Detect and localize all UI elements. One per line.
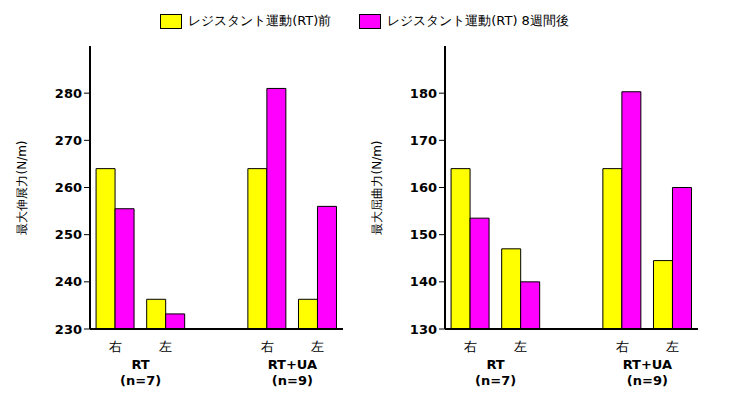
- svg-text:RT+UA: RT+UA: [268, 357, 317, 372]
- svg-text:左: 左: [159, 339, 172, 354]
- svg-text:(n=9): (n=9): [627, 373, 668, 388]
- svg-text:右: 右: [464, 339, 477, 354]
- svg-text:(n=7): (n=7): [120, 373, 161, 388]
- html-text:レジスタント運動(RT)前: レジスタント運動(RT)前: [188, 13, 332, 28]
- svg-text:(n=9): (n=9): [272, 373, 313, 388]
- svg-text:180: 180: [410, 86, 437, 101]
- svg-text:RT+UA: RT+UA: [623, 357, 672, 372]
- svg-text:最大伸展力(N/m): 最大伸展力(N/m): [15, 140, 29, 234]
- svg-text:(n=7): (n=7): [475, 373, 516, 388]
- svg-text:280: 280: [55, 86, 82, 101]
- svg-text:160: 160: [410, 180, 437, 195]
- svg-text:230: 230: [55, 322, 82, 337]
- svg-text:RT: RT: [131, 357, 149, 372]
- svg-text:最大屈曲力(N/m): 最大屈曲力(N/m): [370, 140, 384, 234]
- svg-text:250: 250: [55, 227, 82, 242]
- svg-text:左: 左: [666, 339, 679, 354]
- svg-text:270: 270: [55, 133, 82, 148]
- svg-text:左: 左: [514, 339, 527, 354]
- svg-text:130: 130: [410, 322, 437, 337]
- svg-text:240: 240: [55, 274, 82, 289]
- svg-text:右: 右: [616, 339, 629, 354]
- svg-text:150: 150: [410, 227, 437, 242]
- svg-text:左: 左: [311, 339, 324, 354]
- svg-text:右: 右: [109, 339, 122, 354]
- svg-text:140: 140: [410, 274, 437, 289]
- svg-text:右: 右: [261, 339, 274, 354]
- html-text:レジスタント運動(RT) 8週間後: レジスタント運動(RT) 8週間後: [387, 13, 569, 28]
- svg-text:170: 170: [410, 133, 437, 148]
- svg-text:RT: RT: [486, 357, 504, 372]
- svg-text:260: 260: [55, 180, 82, 195]
